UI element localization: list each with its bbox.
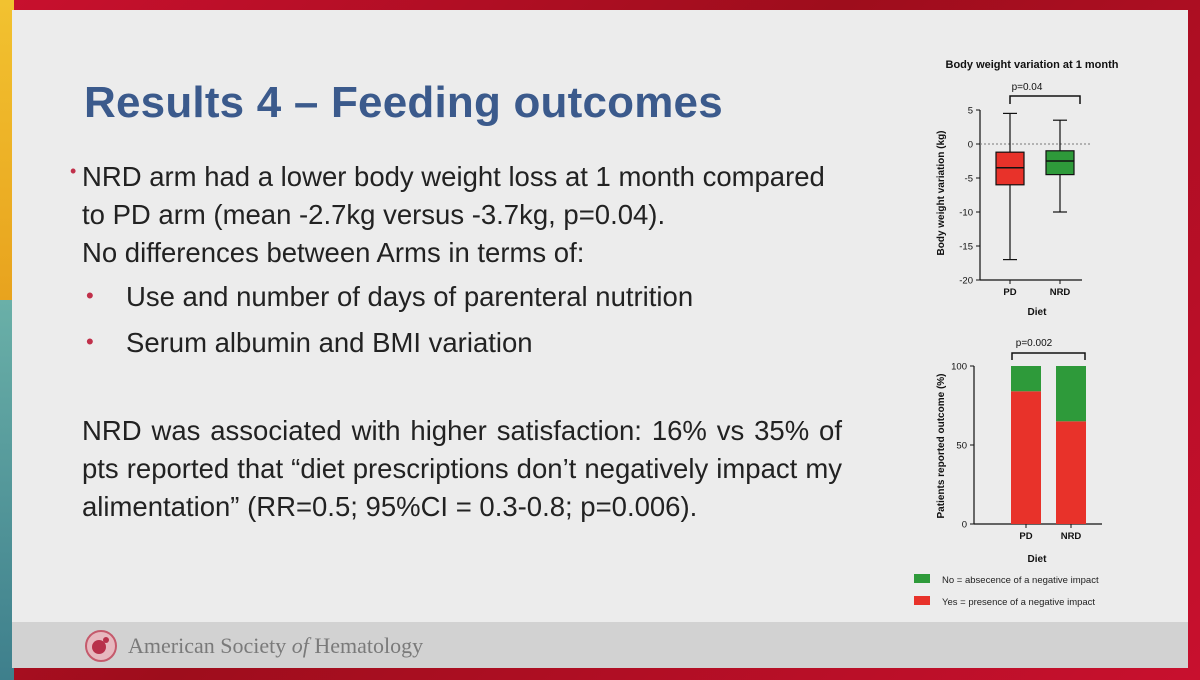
x-axis-label: Diet [1028, 554, 1048, 565]
patient-outcome-stacked-bar: p=0.002 0 50 100 PD NRD Diet Patients report… [914, 338, 1102, 608]
chart-legend: No = absecence of a negative impact Yes … [914, 574, 1099, 608]
bullet-item-parenteral: • Use and number of days of parenteral nu… [82, 278, 842, 316]
significance-bracket [1011, 352, 1086, 360]
chart-plot-area: 0 50 100 PD NRD [951, 352, 1102, 542]
teal-accent-band [0, 300, 14, 680]
no-differences-paragraph: No differences between Arms in terms of: [82, 237, 585, 268]
y-tick-label: -20 [959, 276, 973, 287]
y-axis-label: Body weight variation (kg) [936, 130, 947, 255]
chart-annotation: p=0.002 [1016, 338, 1053, 349]
y-tick-label: 0 [968, 140, 973, 151]
bar-segment-pd [1011, 391, 1041, 524]
slide: Results 4 – Feeding outcomes NRD arm had… [12, 10, 1188, 668]
footer-bar: American Society of Hematology [12, 622, 1188, 668]
gold-accent-band [0, 0, 14, 300]
bar-segment-pd [1011, 366, 1041, 392]
legend-label-yes: Yes = presence of a negative impact [942, 597, 1095, 608]
x-tick-label: NRD [1050, 287, 1071, 298]
bullet-text: Serum albumin and BMI variation [126, 327, 533, 358]
legend-swatch-yes [914, 596, 930, 605]
chart-annotation: p=0.04 [1012, 82, 1043, 93]
satisfaction-paragraph: NRD was associated with higher satisfact… [82, 415, 842, 522]
ash-logo-icon [85, 630, 117, 662]
bar-segment-nrd [1056, 421, 1086, 524]
organization-name: American Society of Hematology [128, 633, 424, 658]
bullet-dot-icon: • [86, 329, 94, 354]
bar-segment-nrd [1056, 366, 1086, 422]
body-weight-boxplot: Body weight variation at 1 month p=0.04 … [936, 59, 1119, 318]
bullet-dot-icon: • [86, 283, 94, 308]
bullet-list: • Use and number of days of parenteral nu… [82, 278, 842, 362]
chart-plot-area: 5 0 -5 -10 -15 -20 PD NRD [959, 95, 1092, 298]
y-tick-label: 50 [956, 441, 967, 452]
slide-title: Results 4 – Feeding outcomes [84, 78, 723, 127]
x-tick-label: PD [1019, 531, 1032, 542]
chart-title: Body weight variation at 1 month [946, 59, 1119, 71]
box-nrd [1045, 150, 1075, 176]
bullet-text: Use and number of days of parenteral nut… [126, 281, 694, 312]
weight-loss-paragraph: NRD arm had a lower body weight loss at … [70, 152, 842, 234]
legend-label-no: No = absecence of a negative impact [942, 575, 1099, 586]
y-tick-label: 0 [962, 520, 967, 531]
y-tick-label: -5 [965, 174, 973, 185]
y-tick-label: -10 [959, 208, 973, 219]
bullet-item-albumin: • Serum albumin and BMI variation [82, 324, 842, 362]
legend-swatch-no [914, 574, 930, 583]
y-tick-label: -15 [959, 242, 973, 253]
significance-bracket [1009, 95, 1081, 104]
y-axis-label: Patients reported outcome (%) [936, 373, 947, 518]
x-axis-label: Diet [1028, 307, 1048, 318]
y-tick-label: 5 [968, 106, 973, 117]
slide-body: NRD arm had a lower body weight loss at … [70, 152, 842, 526]
y-tick-label: 100 [951, 362, 967, 373]
x-tick-label: PD [1003, 287, 1016, 298]
x-tick-label: NRD [1061, 531, 1082, 542]
